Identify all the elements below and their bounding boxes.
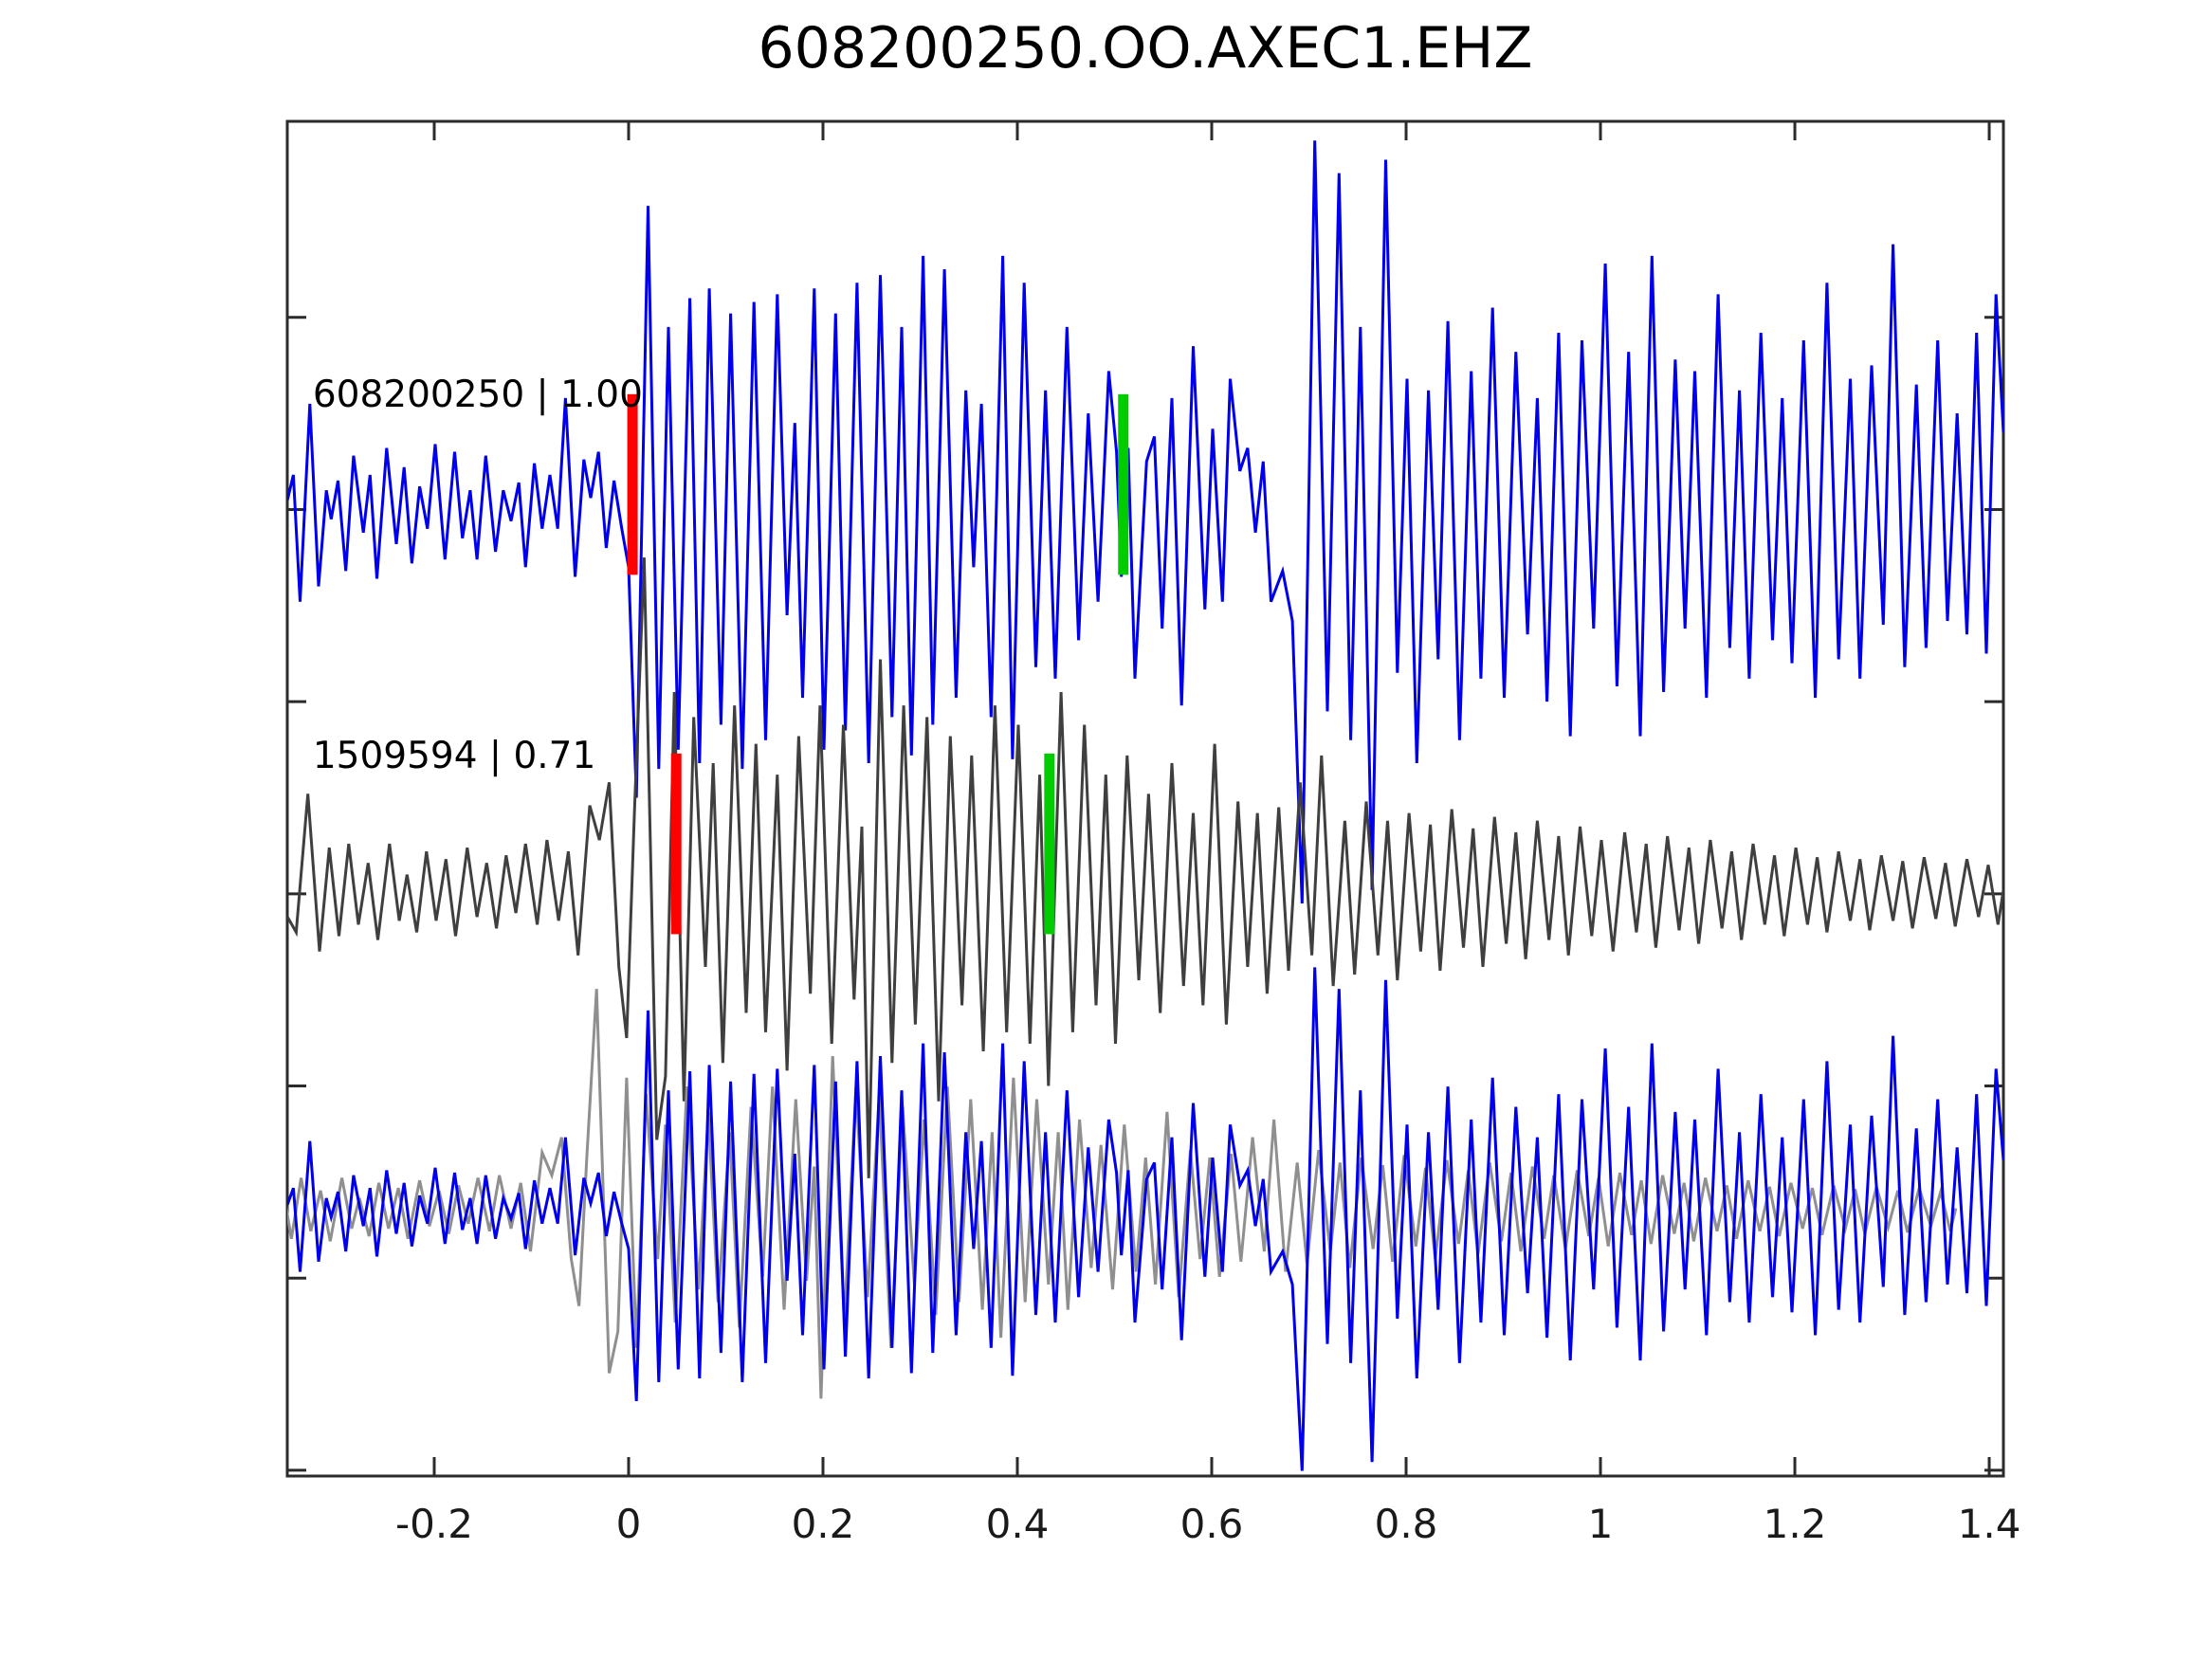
x-tick-label: 0 [615, 1501, 642, 1547]
x-tick-label: -0.2 [395, 1501, 473, 1547]
x-tick-label: 1.2 [1763, 1501, 1827, 1547]
trace1-waveform [287, 140, 2003, 904]
trace2-pick-red [670, 753, 682, 935]
trace2-pick-green [1044, 753, 1055, 935]
x-tick-label: 0.2 [791, 1501, 855, 1547]
trace1-pick-green [1118, 393, 1129, 575]
figure-title: 608200250.OO.AXEC1.EHZ [758, 15, 1533, 82]
trace1-pick-red [627, 393, 638, 575]
overlay-trace1-waveform [287, 967, 2003, 1471]
x-tick-label: 0.6 [1179, 1501, 1244, 1547]
x-tick-label: 0.4 [985, 1501, 1050, 1547]
trace2-waveform [287, 557, 2003, 1178]
x-tick-label: 0.8 [1374, 1501, 1438, 1547]
trace2-label: 1509594 | 0.71 [312, 734, 596, 777]
x-tick-label: 1.4 [1957, 1501, 2021, 1547]
axes-box [285, 119, 2005, 1478]
trace1-label: 608200250 | 1.00 [312, 373, 643, 416]
x-tick-label: 1 [1587, 1501, 1614, 1547]
